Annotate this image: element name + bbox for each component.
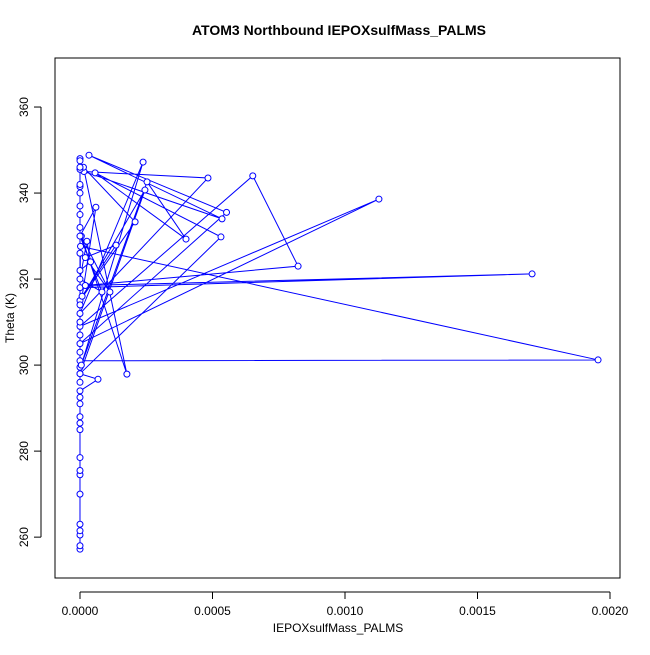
point (143, 178, 151, 186)
x-tick-label: 0.0015 (459, 604, 496, 618)
point (76, 232, 84, 240)
point (76, 202, 84, 210)
point (76, 400, 84, 408)
point (182, 235, 190, 243)
y-tick-label: 260 (17, 527, 31, 547)
point (123, 370, 131, 378)
point (76, 180, 84, 188)
y-tick-label: 300 (17, 355, 31, 375)
point (76, 189, 84, 197)
point (76, 211, 84, 219)
point (76, 413, 84, 421)
point (76, 266, 84, 274)
point (76, 387, 84, 395)
point (77, 242, 85, 250)
point (375, 195, 383, 203)
point (92, 203, 100, 211)
point (218, 215, 226, 223)
point (76, 466, 84, 474)
point (223, 208, 231, 216)
plot-box (54, 57, 621, 579)
x-tick-label: 0.0005 (194, 604, 231, 618)
point (78, 292, 86, 300)
point (76, 223, 84, 231)
point (139, 158, 147, 166)
point (217, 233, 225, 241)
point (76, 426, 84, 434)
point (76, 331, 84, 339)
point (87, 258, 95, 266)
point (76, 490, 84, 498)
point (76, 527, 84, 535)
point (594, 356, 602, 364)
point (76, 542, 84, 550)
point (131, 218, 139, 226)
point (76, 419, 84, 427)
point (76, 370, 84, 378)
point (76, 301, 84, 309)
point (81, 254, 89, 262)
y-tick-label: 340 (17, 183, 31, 203)
point (76, 454, 84, 462)
point (76, 157, 84, 165)
point (98, 288, 106, 296)
point (81, 282, 89, 290)
point (249, 172, 257, 180)
y-tick-label: 320 (17, 269, 31, 289)
point (76, 318, 84, 326)
y-axis-label: Theta (K) (3, 293, 17, 343)
point (76, 378, 84, 386)
point (204, 174, 212, 182)
point (76, 340, 84, 348)
point (112, 241, 120, 249)
point (76, 520, 84, 528)
point (76, 348, 84, 356)
point (528, 270, 536, 278)
chart-title: ATOM3 Northbound IEPOXsulfMass_PALMS (192, 22, 486, 38)
point (76, 309, 84, 317)
point (76, 163, 84, 171)
x-axis-label: IEPOXsulfMass_PALMS (273, 621, 404, 635)
point (141, 186, 149, 194)
point (83, 237, 91, 245)
y-tick-label: 280 (17, 441, 31, 461)
point (106, 288, 114, 296)
point (76, 275, 84, 283)
point (91, 169, 99, 177)
point (77, 361, 85, 369)
point (94, 375, 102, 383)
point (294, 262, 302, 270)
x-tick-label: 0.0010 (327, 604, 364, 618)
point (85, 151, 93, 159)
point (76, 249, 84, 257)
x-tick-label: 0.0000 (62, 604, 99, 618)
point (76, 393, 84, 401)
y-tick-label: 360 (17, 97, 31, 117)
x-tick-label: 0.0020 (592, 604, 629, 618)
